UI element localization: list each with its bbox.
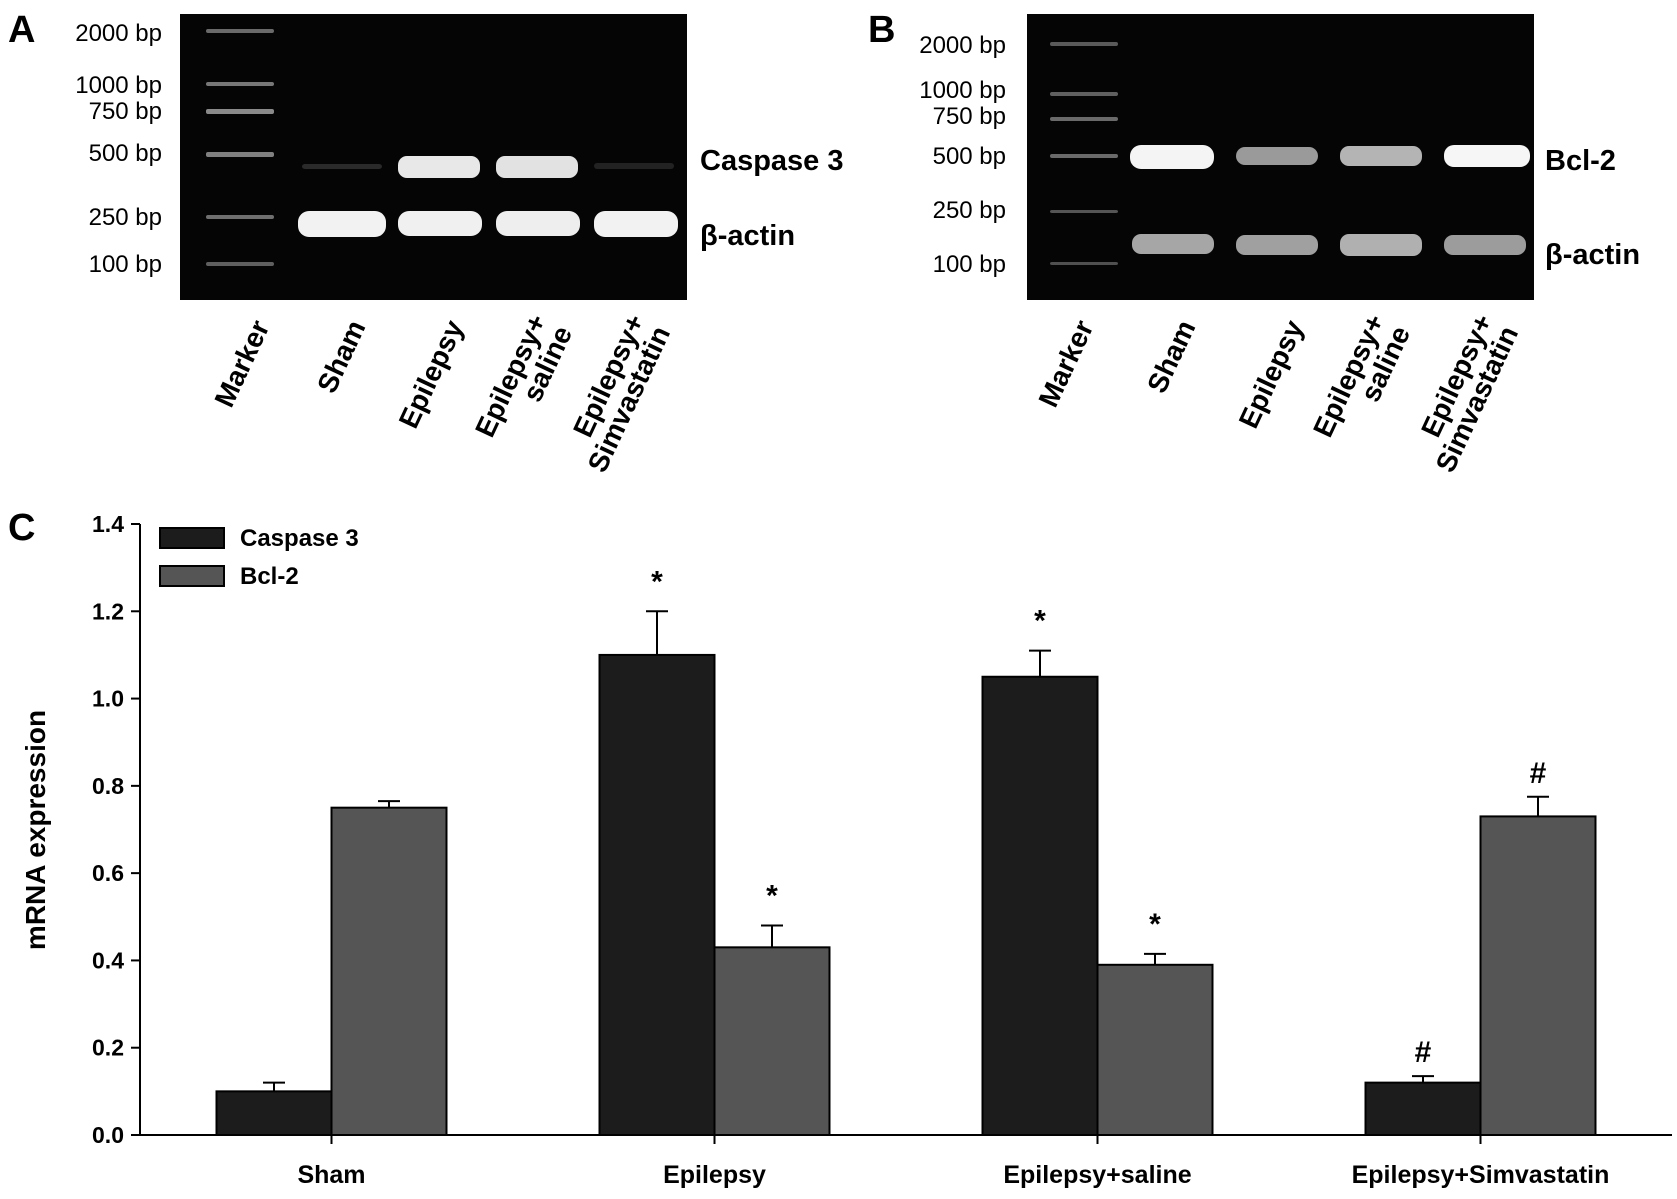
panel-b: B 2000 bp 1000 bp 750 bp 500 bp bbox=[868, 9, 1640, 477]
ladder-band bbox=[1050, 154, 1118, 158]
ladder-label: 500 bp bbox=[89, 140, 162, 167]
gel-band bbox=[1236, 235, 1318, 255]
ladder-label: 750 bp bbox=[933, 103, 1006, 130]
ladder-band bbox=[1050, 262, 1118, 265]
gel-band bbox=[496, 156, 578, 178]
x-category-label: Sham bbox=[297, 1161, 365, 1189]
ladder-band bbox=[1050, 117, 1118, 121]
y-tick-label: 1.4 bbox=[92, 511, 124, 537]
gel-b-lane-labels: Marker Sham Epilepsy Epilepsy+ saline Ep… bbox=[1033, 310, 1525, 477]
band-name-caspase3: Caspase 3 bbox=[700, 145, 844, 177]
lane-label: Epilepsy bbox=[1233, 315, 1310, 433]
bar bbox=[1479, 815, 1597, 1137]
gel-band bbox=[496, 211, 580, 236]
lane-label: Epilepsy bbox=[393, 315, 470, 433]
ladder-band bbox=[1050, 42, 1118, 46]
y-tick-label: 0.2 bbox=[92, 1035, 124, 1061]
x-category-label: Epilepsy+saline bbox=[1003, 1161, 1191, 1189]
legend-label: Bcl-2 bbox=[240, 563, 299, 590]
ladder-band bbox=[206, 215, 274, 219]
significance-marker: # bbox=[1530, 757, 1547, 790]
y-axis-title: mRNA expression bbox=[20, 710, 51, 950]
gel-band bbox=[398, 156, 480, 178]
bar bbox=[981, 675, 1099, 1136]
significance-marker: # bbox=[1415, 1036, 1432, 1069]
legend-label: Caspase 3 bbox=[240, 525, 359, 552]
significance-marker: * bbox=[766, 880, 778, 913]
y-tick-label: 1.2 bbox=[92, 598, 124, 624]
ladder-band bbox=[206, 262, 274, 266]
lane-label: Sham bbox=[311, 315, 371, 397]
ladder-label: 250 bp bbox=[933, 197, 1006, 224]
gel-b-ladder bbox=[1050, 42, 1118, 265]
panel-c-letter: C bbox=[8, 507, 35, 549]
gel-a-caspase3-bands bbox=[302, 156, 674, 178]
y-tick-label: 0.0 bbox=[92, 1122, 124, 1148]
y-tick-label: 0.6 bbox=[92, 860, 124, 886]
gel-band bbox=[398, 211, 482, 236]
ladder-label: 100 bp bbox=[933, 251, 1006, 278]
lane-label: Sham bbox=[1141, 315, 1201, 397]
bar bbox=[1364, 1081, 1482, 1136]
bar bbox=[330, 806, 448, 1137]
ladder-band bbox=[206, 152, 274, 157]
bar bbox=[1096, 963, 1214, 1136]
gel-band bbox=[1132, 234, 1214, 254]
x-category-label: Epilepsy bbox=[663, 1161, 766, 1189]
gel-band bbox=[1444, 145, 1530, 167]
gel-band bbox=[1340, 234, 1422, 256]
gel-band bbox=[594, 211, 678, 237]
ladder-label: 500 bp bbox=[933, 143, 1006, 170]
gel-band bbox=[1444, 235, 1526, 255]
band-name-bcl2: Bcl-2 bbox=[1545, 145, 1616, 177]
significance-marker: * bbox=[651, 565, 663, 598]
panel-a: A 2000 bp 1000 bp 750 bp bbox=[8, 9, 844, 477]
gel-band bbox=[594, 163, 674, 169]
bar bbox=[713, 946, 831, 1136]
gel-a-ladder bbox=[206, 29, 274, 266]
significance-marker: * bbox=[1149, 908, 1161, 941]
gel-band bbox=[298, 211, 386, 237]
gel-band bbox=[1130, 145, 1214, 169]
gel-band bbox=[1340, 146, 1422, 166]
ladder-label: 2000 bp bbox=[75, 20, 162, 47]
ladder-label: 250 bp bbox=[89, 204, 162, 231]
bar bbox=[598, 653, 716, 1137]
gel-a-lane-labels: Marker Sham Epilepsy Epilepsy+ saline Ep… bbox=[209, 310, 677, 477]
panel-c: C mRNA expression 0.0 0.2 0.4 0.6 0.8 1.0 1.2 1… bbox=[8, 507, 1672, 1189]
gel-a-actin-bands bbox=[298, 211, 678, 237]
panel-a-letter: A bbox=[8, 9, 35, 51]
significance-marker: * bbox=[1034, 605, 1046, 638]
y-tick-label: 1.0 bbox=[92, 686, 124, 712]
bar bbox=[215, 1090, 333, 1137]
gel-band bbox=[1236, 147, 1318, 165]
ladder-label: 2000 bp bbox=[919, 32, 1006, 59]
ladder-label: 750 bp bbox=[89, 98, 162, 125]
ladder-band bbox=[206, 109, 274, 114]
ladder-band bbox=[206, 29, 274, 33]
ladder-band bbox=[1050, 210, 1118, 213]
ladder-band bbox=[1050, 92, 1118, 96]
ladder-label: 1000 bp bbox=[75, 72, 162, 99]
y-tick-label: 0.8 bbox=[92, 773, 124, 799]
band-name-actin: β-actin bbox=[700, 220, 795, 252]
panel-b-letter: B bbox=[868, 9, 895, 51]
gel-b-bcl2-bands bbox=[1130, 145, 1530, 169]
bar-chart: 0.0 0.2 0.4 0.6 0.8 1.0 1.2 1.4 Sham Epilepsy * * Ep… bbox=[92, 511, 1672, 1189]
legend-swatch bbox=[159, 527, 225, 549]
band-name-actin: β-actin bbox=[1545, 239, 1640, 271]
x-category-label: Epilepsy+Simvastatin bbox=[1352, 1161, 1610, 1189]
lane-label: Marker bbox=[209, 315, 276, 411]
legend-swatch bbox=[159, 565, 225, 587]
ladder-label: 100 bp bbox=[89, 251, 162, 278]
ladder-label: 1000 bp bbox=[919, 77, 1006, 104]
y-tick-label: 0.4 bbox=[92, 947, 124, 973]
gel-b-actin-bands bbox=[1132, 234, 1526, 256]
gel-band bbox=[302, 164, 382, 169]
lane-label: Marker bbox=[1033, 315, 1100, 411]
ladder-band bbox=[206, 82, 274, 86]
